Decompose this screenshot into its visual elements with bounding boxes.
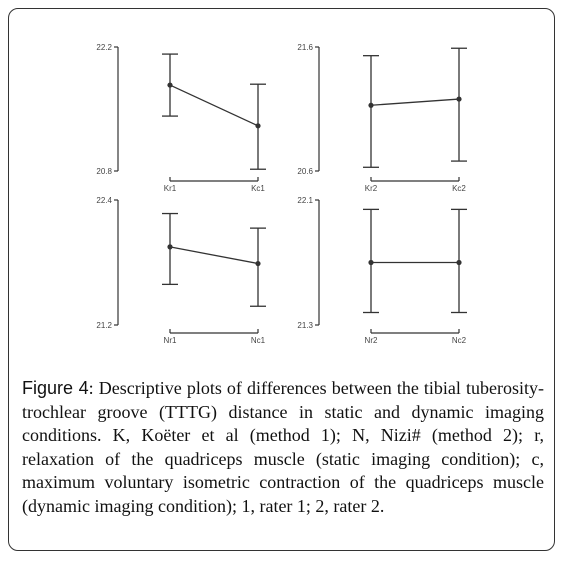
x-tick-label: Kc1: [251, 184, 265, 193]
x-tick-label: Kc2: [452, 184, 466, 193]
caption-text: : Descriptive plots of differences betwe…: [22, 378, 544, 516]
mean-point: [456, 96, 462, 102]
x-tick-label: Nc2: [452, 336, 467, 345]
mean-point: [255, 123, 261, 129]
y-tick-label: 20.6: [297, 167, 313, 176]
y-tick-label: 20.8: [96, 167, 112, 176]
mean-point: [167, 82, 173, 88]
figure-plots: 20.8 22.2 Kr1 Kc1 20.6 21.6 Kr2 Kc2 21.2 22.4 Nr1 N…: [96, 43, 467, 345]
figure-caption: Figure 4: Descriptive plots of differenc…: [22, 377, 544, 518]
mean-point: [167, 244, 173, 250]
caption-label: Figure 4: [22, 378, 89, 398]
y-tick-label: 22.4: [96, 196, 112, 205]
mean-point: [368, 259, 374, 266]
mean-line: [169, 84, 259, 127]
mean-point: [255, 260, 261, 267]
y-tick-label: 21.3: [297, 321, 313, 330]
x-tick-label: Nr2: [365, 336, 378, 345]
y-tick-label: 21.2: [96, 321, 112, 330]
x-tick-label: Nc1: [251, 336, 266, 345]
x-tick-label: Kr1: [164, 184, 177, 193]
x-tick-label: Kr2: [365, 184, 378, 193]
y-tick-label: 21.6: [297, 43, 313, 52]
mean-line: [370, 98, 460, 106]
figure-frame: [8, 8, 555, 551]
x-tick-label: Nr1: [164, 336, 177, 345]
mean-line: [169, 246, 259, 265]
mean-point: [368, 102, 374, 108]
y-tick-label: 22.2: [96, 43, 112, 52]
mean-point: [456, 259, 462, 266]
y-tick-label: 22.1: [297, 196, 313, 205]
